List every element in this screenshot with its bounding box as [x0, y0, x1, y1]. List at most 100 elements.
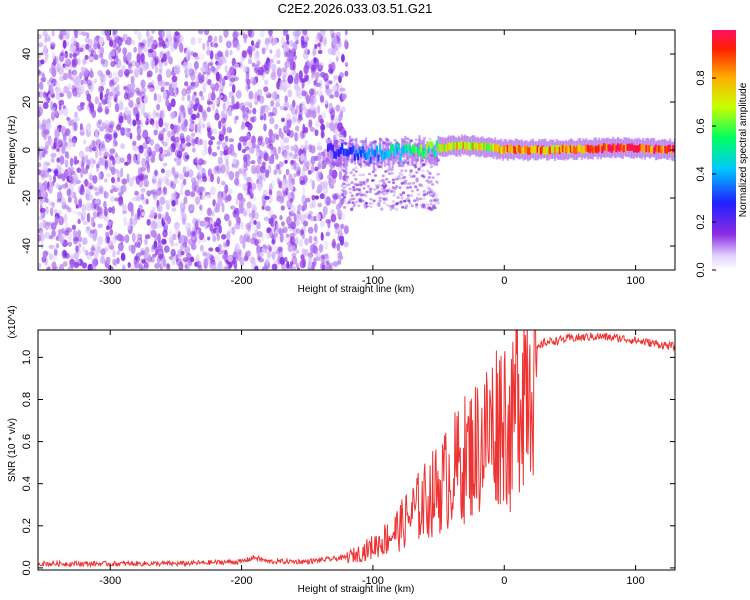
noise-speck [140, 265, 144, 270]
signal-halo [401, 137, 404, 158]
noise-speck [164, 81, 170, 86]
noise-speck [237, 251, 243, 257]
colorbar-tick-label: 0.4 [695, 166, 707, 181]
signal-core [382, 153, 385, 161]
noise-speck [241, 148, 247, 154]
noise-speck [307, 170, 312, 175]
noise-speck [268, 217, 274, 225]
noise-speck [78, 243, 82, 248]
signal-halo [435, 141, 438, 161]
noise-speck [186, 142, 192, 147]
noise-speck [139, 102, 145, 112]
noise-speck [429, 199, 433, 203]
noise-speck [73, 252, 79, 260]
noise-speck [199, 186, 206, 192]
noise-speck [120, 252, 126, 261]
signal-core [356, 153, 360, 161]
noise-speck [255, 164, 262, 174]
noise-speck [191, 147, 196, 153]
noise-speck [229, 66, 235, 76]
signal-core [492, 143, 495, 151]
noise-speck [271, 239, 276, 245]
x-tick-label: -200 [231, 575, 253, 587]
noise-speck [412, 174, 416, 178]
noise-speck [179, 132, 185, 139]
noise-speck [265, 38, 269, 43]
noise-speck [206, 106, 211, 113]
noise-speck [106, 173, 111, 177]
noise-speck [158, 244, 164, 249]
noise-speck [40, 59, 45, 65]
noise-speck [95, 149, 99, 159]
spectrogram-ylabel: Frequency (Hz) [7, 116, 18, 185]
noise-speck [228, 138, 234, 143]
noise-speck [324, 100, 328, 105]
signal-core [364, 152, 367, 160]
noise-speck [123, 234, 130, 243]
signal-core [579, 144, 582, 152]
noise-speck [209, 136, 216, 141]
noise-speck [78, 198, 83, 208]
noise-speck [122, 264, 126, 270]
noise-speck [330, 114, 335, 121]
signal-core [446, 142, 449, 150]
x-tick-label: -300 [99, 575, 121, 587]
noise-speck [156, 104, 161, 111]
noise-speck [55, 110, 59, 117]
noise-speck [391, 178, 395, 182]
noise-speck [310, 215, 315, 222]
signal-core [639, 144, 642, 152]
signal-core [539, 147, 542, 155]
noise-speck [285, 33, 290, 42]
noise-speck [86, 226, 90, 231]
noise-speck [234, 265, 238, 270]
noise-speck [176, 141, 180, 150]
noise-speck [342, 186, 346, 190]
noise-speck [197, 30, 204, 35]
noise-speck [351, 197, 355, 201]
noise-speck [194, 123, 198, 134]
noise-speck [425, 179, 429, 183]
noise-speck [290, 221, 296, 230]
signal-core [490, 144, 494, 152]
noise-speck [68, 207, 72, 213]
noise-speck [276, 60, 281, 65]
noise-speck [334, 228, 341, 234]
noise-speck [112, 88, 116, 95]
noise-speck [342, 130, 347, 138]
noise-speck [395, 202, 399, 206]
noise-speck [107, 100, 112, 108]
noise-speck [73, 155, 78, 166]
noise-speck [208, 247, 214, 252]
signal-core [631, 143, 634, 151]
noise-speck [216, 140, 223, 145]
noise-speck [194, 55, 200, 61]
noise-speck [183, 165, 190, 173]
signal-core [427, 145, 430, 153]
signal-core [623, 144, 626, 153]
noise-speck [165, 98, 170, 108]
noise-speck [97, 223, 103, 229]
noise-speck [299, 229, 303, 237]
noise-speck [297, 204, 303, 211]
noise-speck [295, 125, 300, 132]
noise-speck [389, 168, 393, 172]
noise-speck [271, 63, 277, 72]
noise-speck [352, 173, 356, 177]
noise-speck [201, 74, 205, 83]
noise-speck [329, 121, 335, 132]
noise-speck [338, 250, 343, 259]
noise-speck [325, 218, 332, 224]
noise-speck [301, 103, 306, 111]
noise-speck [299, 103, 303, 112]
noise-speck [132, 106, 139, 115]
noise-speck [72, 210, 78, 215]
noise-speck [194, 196, 201, 205]
noise-speck [98, 157, 104, 164]
noise-speck [66, 116, 70, 121]
signal-core [341, 143, 344, 151]
noise-speck [54, 128, 60, 138]
noise-speck [282, 75, 286, 82]
noise-speck [358, 199, 362, 203]
